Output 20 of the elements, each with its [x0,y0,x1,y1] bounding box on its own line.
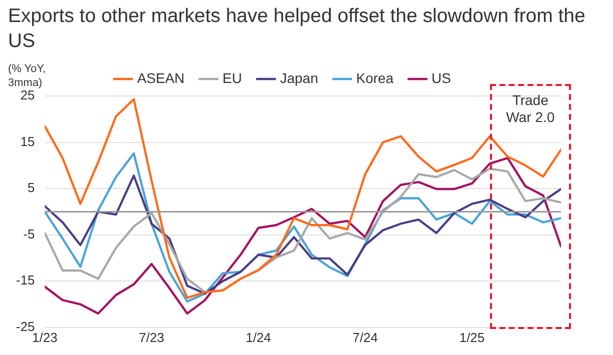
legend-label: ASEAN [137,70,185,86]
y-tick-label: 25 [20,88,35,103]
y-axis-title: (% YoY, 3mma) [8,63,46,90]
chart-title: Exports to other markets have helped offset the slowdown from the US [8,4,586,54]
y-tick-label: -25 [16,318,35,334]
legend-label: Korea [356,70,394,86]
x-tick-label: 7/23 [138,330,164,345]
y-tick-label: 15 [20,134,35,149]
legend-label: EU [222,70,242,86]
legend-label: US [431,70,451,86]
x-tick-label: 1/24 [246,330,272,345]
dashed-frame: Trade War 2.0 [490,84,571,330]
y-tick-label: -5 [23,226,35,242]
x-tick-label: 7/24 [352,330,378,345]
x-tick-label: 1/23 [32,330,58,345]
x-tick-label: 1/25 [459,330,485,345]
y-tick-label: -15 [16,272,35,288]
annotation: Trade War 2.0 [505,92,556,126]
legend-label: Japan [280,70,318,86]
y-tick-label: 5 [28,180,35,196]
